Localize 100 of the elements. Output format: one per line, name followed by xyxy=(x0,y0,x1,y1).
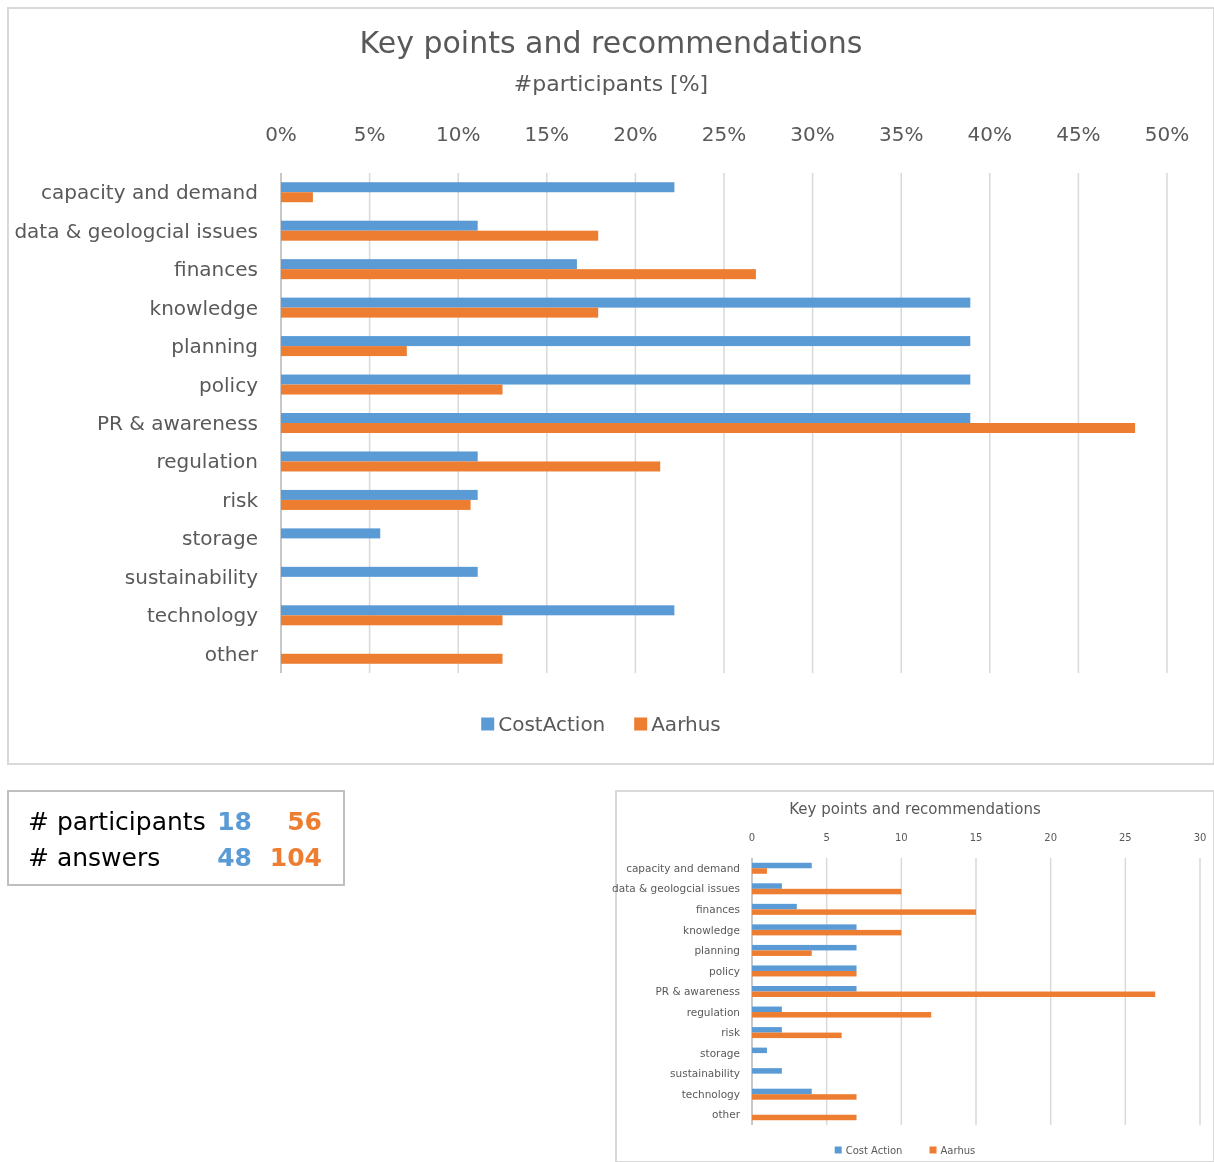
bar xyxy=(752,970,857,977)
x-tick-label: 35% xyxy=(878,122,924,146)
x-tick-label: 20% xyxy=(613,122,658,146)
bar xyxy=(281,297,971,308)
x-tick-label: 15 xyxy=(969,832,983,843)
data-label: 56 xyxy=(287,806,322,836)
bar xyxy=(281,653,503,664)
y-tick-label: risk xyxy=(721,1026,741,1039)
bar xyxy=(752,929,902,936)
y-tick-label: PR & awareness xyxy=(96,411,258,435)
y-tick-label: sustainability xyxy=(124,564,259,589)
x-tick-label: 25 xyxy=(1118,832,1132,843)
y-tick-label: policy xyxy=(709,964,740,977)
bar xyxy=(752,944,857,951)
bar xyxy=(281,615,503,626)
bar xyxy=(752,965,857,971)
x-tick-label: 0% xyxy=(265,122,297,146)
bar xyxy=(281,528,381,539)
x-tick-label: 40% xyxy=(967,122,1013,146)
x-tick-label: 50% xyxy=(1144,122,1190,146)
chart-title: Key points and recommendations xyxy=(359,25,863,60)
y-tick-label: technology xyxy=(146,603,259,628)
bar xyxy=(752,1088,812,1095)
x-tick-label: 25% xyxy=(701,122,747,146)
bar xyxy=(281,259,577,270)
y-tick-label: capacity and demand xyxy=(41,180,258,205)
bar xyxy=(752,1094,857,1100)
bar xyxy=(281,269,756,280)
bar xyxy=(752,1047,767,1054)
legend-label: Aarhus xyxy=(651,712,721,736)
bar xyxy=(752,1068,782,1074)
y-tick-label: data & geologcial issues xyxy=(612,882,740,895)
bar xyxy=(281,605,675,616)
legend-label: Cost Action xyxy=(845,1144,903,1156)
bar xyxy=(281,230,599,241)
category-label: # answers xyxy=(28,842,161,872)
x-tick-label: 5 xyxy=(823,832,830,843)
y-tick-label: data & geologcial issues xyxy=(14,218,258,243)
bar xyxy=(281,451,478,462)
x-tick-label: 10 xyxy=(894,832,908,843)
bar xyxy=(281,489,478,500)
y-tick-label: capacity and demand xyxy=(626,861,740,874)
x-tick-label: 45% xyxy=(1056,122,1101,146)
category-label: # participants xyxy=(28,806,206,836)
bar xyxy=(752,903,797,910)
bar xyxy=(281,182,675,193)
bar xyxy=(752,868,767,874)
y-tick-label: finances xyxy=(695,903,740,916)
y-tick-label: policy xyxy=(199,372,259,397)
bar xyxy=(752,1006,782,1013)
bar xyxy=(752,909,976,915)
bar xyxy=(752,1114,857,1121)
bar xyxy=(281,499,471,510)
chart-title: Key points and recommendations xyxy=(789,800,1041,818)
bar xyxy=(752,924,857,930)
x-tick-label: 20 xyxy=(1044,832,1058,843)
bar xyxy=(281,423,1136,433)
x-tick-label: 30 xyxy=(1193,832,1207,843)
bar xyxy=(752,1032,842,1039)
bar xyxy=(752,883,782,889)
bar xyxy=(281,384,503,395)
bar xyxy=(752,991,1156,997)
y-tick-label: storage xyxy=(700,1046,740,1059)
bar xyxy=(281,192,313,203)
bar xyxy=(281,346,407,357)
x-tick-label: 30% xyxy=(790,122,835,146)
y-tick-label: technology xyxy=(681,1087,740,1100)
y-tick-label: storage xyxy=(182,526,258,551)
x-tick-label: 0 xyxy=(748,832,756,843)
x-tick-label: 10% xyxy=(435,122,481,146)
data-label: 104 xyxy=(269,842,322,872)
bar xyxy=(752,862,812,869)
y-tick-label: risk xyxy=(222,487,259,512)
y-tick-label: planning xyxy=(694,944,740,957)
bar xyxy=(281,461,661,472)
bar xyxy=(752,888,902,895)
bar xyxy=(281,336,971,347)
bar xyxy=(752,1027,782,1033)
bar xyxy=(752,950,812,956)
y-tick-label: regulation xyxy=(156,449,258,474)
y-tick-label: finances xyxy=(174,257,258,282)
y-tick-label: other xyxy=(712,1108,741,1121)
y-tick-label: regulation xyxy=(686,1005,740,1018)
bar xyxy=(281,566,478,577)
bar xyxy=(281,307,599,318)
x-tick-label: 5% xyxy=(353,122,386,146)
bar xyxy=(281,374,971,385)
x-tick-label: 15% xyxy=(524,122,570,146)
bar xyxy=(281,413,971,423)
bar xyxy=(752,1012,932,1018)
bar xyxy=(752,986,857,992)
y-tick-label: other xyxy=(204,641,259,666)
y-tick-label: knowledge xyxy=(683,923,740,936)
bar xyxy=(281,220,478,231)
chart-subtitle: #participants [%] xyxy=(513,71,709,96)
legend-label: Aarhus xyxy=(940,1144,976,1156)
y-tick-label: sustainability xyxy=(670,1067,740,1080)
legend-label: CostAction xyxy=(498,712,606,736)
y-tick-label: PR & awareness xyxy=(655,985,740,998)
data-label: 48 xyxy=(217,842,252,872)
